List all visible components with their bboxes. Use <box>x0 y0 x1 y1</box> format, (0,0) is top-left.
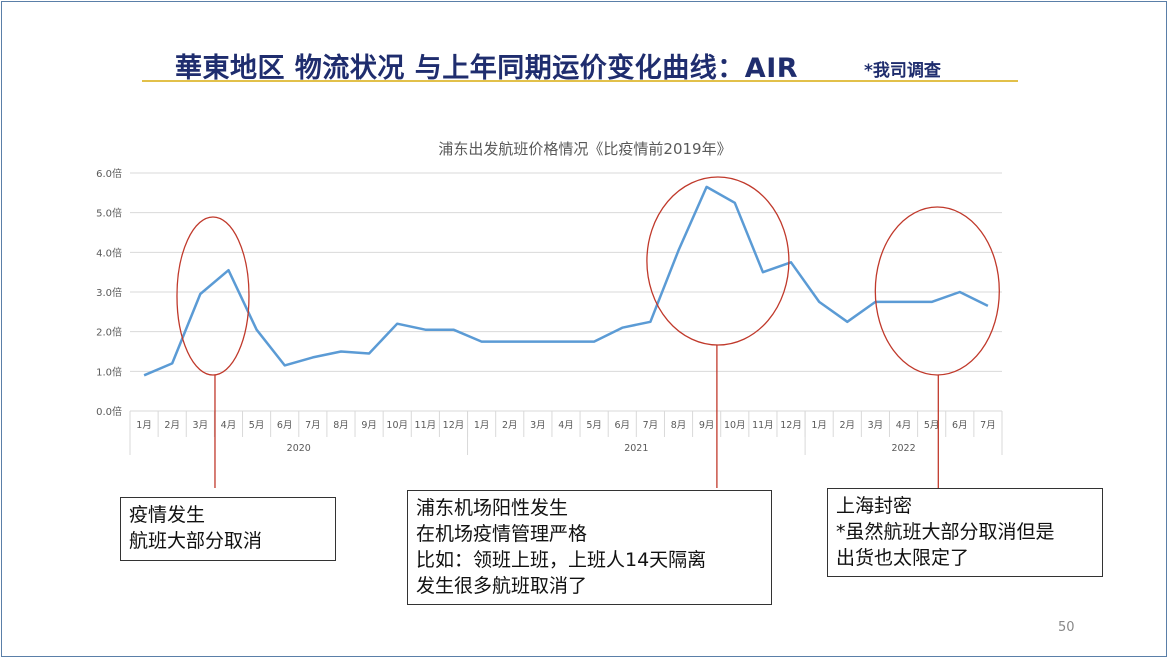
x-tick-label: 3月 <box>530 420 546 431</box>
x-tick-label: 10月 <box>724 420 746 431</box>
x-tick-label: 12月 <box>443 420 465 431</box>
x-tick-label: 5月 <box>249 420 265 431</box>
year-label: 2021 <box>624 443 648 454</box>
x-tick-label: 7月 <box>643 420 659 431</box>
x-tick-label: 1月 <box>136 420 152 431</box>
year-label: 2020 <box>287 443 311 454</box>
callout-line: 航班大部分取消 <box>129 530 263 552</box>
callout-line: 疫情发生 <box>129 504 206 526</box>
slide-title: 華東地区 物流状况 与上年同期运价变化曲线：AIR <box>175 53 799 84</box>
x-tick-label: 2月 <box>164 420 180 431</box>
x-tick-label: 6月 <box>277 420 293 431</box>
x-tick-label: 2月 <box>502 420 518 431</box>
highlight-ellipse <box>646 176 790 346</box>
x-tick-label: 7月 <box>980 420 996 431</box>
x-tick-label: 9月 <box>699 420 715 431</box>
x-tick-label: 4月 <box>558 420 574 431</box>
callout-line: 比如：领班上班，上班人14天隔离 <box>416 549 707 571</box>
x-tick-label: 12月 <box>780 420 802 431</box>
y-tick-label: 6.0倍 <box>96 167 122 180</box>
slide-subtitle: *我司调查 <box>864 61 941 81</box>
x-tick-label: 3月 <box>193 420 209 431</box>
x-tick-label: 10月 <box>386 420 408 431</box>
y-tick-label: 0.0倍 <box>96 405 122 418</box>
x-tick-label: 5月 <box>586 420 602 431</box>
callout-line: *虽然航班大部分取消但是 <box>836 521 1055 543</box>
callout-line: 在机场疫情管理严格 <box>416 523 588 545</box>
callout-line: 发生很多航班取消了 <box>416 575 588 597</box>
x-tick-label: 1月 <box>811 420 827 431</box>
chart-title: 浦东出发航班价格情况《比疫情前2019年》 <box>438 140 732 158</box>
highlight-ellipse <box>874 206 1000 376</box>
x-tick-label: 5月 <box>924 420 940 431</box>
page-number: 50 <box>1058 620 1075 635</box>
x-tick-label: 11月 <box>415 420 437 431</box>
y-tick-label: 1.0倍 <box>96 365 122 378</box>
series-line <box>143 185 989 377</box>
x-tick-label: 1月 <box>474 420 490 431</box>
year-label: 2022 <box>891 443 915 454</box>
x-tick-label: 6月 <box>952 420 968 431</box>
x-tick-label: 4月 <box>221 420 237 431</box>
x-tick-label: 2月 <box>840 420 856 431</box>
callout-outbreak: 疫情发生航班大部分取消 <box>120 497 336 561</box>
callout-shanghai-lockdown: 上海封密 *虽然航班大部分取消但是 出货也太限定了 <box>827 488 1103 577</box>
y-tick-label: 5.0倍 <box>96 207 122 220</box>
x-tick-label: 8月 <box>333 420 349 431</box>
callout-line: 浦东机场阳性发生 <box>416 497 569 519</box>
x-tick-label: 11月 <box>752 420 774 431</box>
callout-pudong-airport: 浦东机场阳性发生 在机场疫情管理严格比如：领班上班，上班人14天隔离 发生很多航班取… <box>407 490 772 605</box>
x-tick-label: 6月 <box>614 420 630 431</box>
callout-line: 出货也太限定了 <box>836 547 970 569</box>
x-tick-label: 9月 <box>361 420 377 431</box>
x-tick-label: 3月 <box>868 420 884 431</box>
callout-line: 上海封密 <box>836 495 913 517</box>
x-tick-label: 8月 <box>671 420 687 431</box>
y-tick-label: 4.0倍 <box>96 246 122 259</box>
y-tick-label: 2.0倍 <box>96 326 122 339</box>
y-tick-label: 3.0倍 <box>96 286 122 299</box>
x-tick-label: 7月 <box>305 420 321 431</box>
highlight-ellipse <box>176 216 250 376</box>
title-underline <box>142 80 1018 82</box>
x-tick-label: 4月 <box>896 420 912 431</box>
